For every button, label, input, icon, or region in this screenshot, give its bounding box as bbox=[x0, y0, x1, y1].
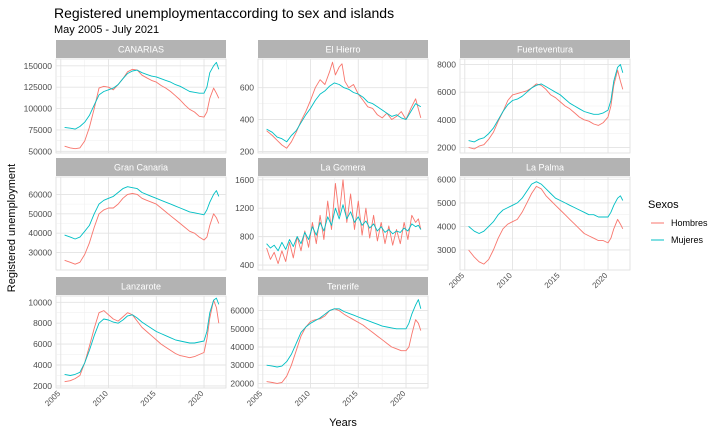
y-tick-label: 6000 bbox=[437, 87, 456, 97]
facet-strip-label: CANARIAS bbox=[118, 45, 164, 55]
y-tick-label: 8000 bbox=[437, 60, 456, 70]
panel-background bbox=[257, 176, 429, 271]
y-tick-label: 4000 bbox=[33, 360, 52, 370]
facet-strip bbox=[460, 40, 630, 58]
y-tick-label: 60000 bbox=[28, 189, 52, 199]
facet-strip bbox=[258, 40, 428, 58]
series-line-hombres bbox=[64, 299, 220, 383]
x-tick-label: 2005 bbox=[245, 389, 264, 408]
panel-background bbox=[257, 58, 429, 154]
panel-background bbox=[459, 176, 631, 271]
x-tick-label: 2020 bbox=[590, 271, 609, 290]
series-line-mujeres bbox=[64, 186, 220, 240]
y-tick-label: 40000 bbox=[28, 228, 52, 238]
series-line-hombres bbox=[468, 69, 624, 150]
facet-strip-label: Tenerife bbox=[327, 282, 359, 292]
series-line-hombres bbox=[266, 61, 422, 149]
chart-subtitle: May 2005 - July 2021 bbox=[54, 24, 160, 36]
series-line-hombres bbox=[266, 179, 422, 265]
x-tick-label: 2015 bbox=[341, 389, 360, 408]
y-tick-label: 10000 bbox=[28, 297, 52, 307]
y-tick-label: 30000 bbox=[230, 360, 254, 370]
y-tick-label: 20000 bbox=[230, 378, 254, 388]
series-line-mujeres bbox=[266, 204, 422, 252]
y-tick-label: 75000 bbox=[28, 125, 52, 135]
series-line-hombres bbox=[468, 185, 624, 265]
y-tick-label: 40000 bbox=[230, 342, 254, 352]
y-tick-label: 600 bbox=[240, 83, 254, 93]
y-tick-label: 800 bbox=[240, 232, 254, 242]
y-tick-label: 200 bbox=[240, 146, 254, 156]
facet-strip bbox=[258, 158, 428, 176]
y-tick-label: 4000 bbox=[437, 221, 456, 231]
series-line-hombres bbox=[64, 193, 220, 265]
y-tick-label: 2000 bbox=[33, 381, 52, 391]
facet-strip-label: La Palma bbox=[526, 163, 564, 173]
y-tick-label: 400 bbox=[240, 260, 254, 270]
y-tick-label: 150000 bbox=[24, 61, 53, 71]
facet-strip bbox=[258, 277, 428, 295]
y-tick-label: 30000 bbox=[28, 248, 52, 258]
x-tick-label: 2010 bbox=[495, 271, 514, 290]
legend-entry-label: Hombres bbox=[671, 218, 708, 228]
series-line-hombres bbox=[64, 68, 220, 150]
y-tick-label: 100000 bbox=[24, 104, 53, 114]
y-tick-label: 3000 bbox=[437, 245, 456, 255]
series-line-mujeres bbox=[468, 181, 624, 234]
y-tick-label: 6000 bbox=[33, 339, 52, 349]
y-tick-label: 1200 bbox=[235, 203, 254, 213]
y-tick-label: 50000 bbox=[28, 209, 52, 219]
y-tick-label: 6000 bbox=[437, 174, 456, 184]
y-tick-label: 5000 bbox=[437, 198, 456, 208]
facet-strip bbox=[56, 40, 226, 58]
x-tick-label: 2005 bbox=[447, 271, 466, 290]
series-line-mujeres bbox=[266, 299, 422, 368]
facet-strip-label: Gran Canaria bbox=[114, 163, 168, 173]
y-tick-label: 50000 bbox=[230, 324, 254, 334]
y-tick-label: 4000 bbox=[437, 115, 456, 125]
y-tick-label: 2000 bbox=[437, 142, 456, 152]
x-tick-label: 2005 bbox=[43, 389, 62, 408]
x-tick-label: 2010 bbox=[293, 389, 312, 408]
chart-title: Registered unemploymentaccording to sex … bbox=[54, 5, 395, 21]
y-tick-label: 125000 bbox=[24, 82, 53, 92]
x-tick-label: 2020 bbox=[186, 389, 205, 408]
y-tick-label: 60000 bbox=[230, 306, 254, 316]
legend-entry-label: Mujeres bbox=[671, 235, 704, 245]
series-line-mujeres bbox=[266, 82, 422, 143]
facet-strip-label: Fuerteventura bbox=[517, 45, 573, 55]
y-tick-label: 8000 bbox=[33, 318, 52, 328]
series-line-mujeres bbox=[64, 61, 220, 130]
x-tick-label: 2010 bbox=[91, 389, 110, 408]
series-line-mujeres bbox=[64, 297, 220, 376]
y-axis-label: Registered unemployment bbox=[6, 164, 18, 292]
facet-strip-label: Lanzarote bbox=[121, 282, 161, 292]
facet-strip bbox=[460, 158, 630, 176]
legend-title: Sexos bbox=[648, 199, 679, 211]
facet-strip bbox=[56, 277, 226, 295]
panel-background bbox=[55, 58, 227, 154]
facet-strip bbox=[56, 158, 226, 176]
y-tick-label: 50000 bbox=[28, 146, 52, 156]
x-axis-label: Years bbox=[329, 417, 357, 429]
series-line-mujeres bbox=[468, 64, 624, 143]
y-tick-label: 400 bbox=[240, 115, 254, 125]
x-tick-label: 2015 bbox=[139, 389, 158, 408]
y-tick-label: 1600 bbox=[235, 175, 254, 185]
series-line-hombres bbox=[266, 308, 422, 384]
facet-strip-label: El Hierro bbox=[325, 45, 360, 55]
x-tick-label: 2020 bbox=[388, 389, 407, 408]
facet-strip-label: La Gomera bbox=[320, 163, 365, 173]
x-tick-label: 2015 bbox=[543, 271, 562, 290]
